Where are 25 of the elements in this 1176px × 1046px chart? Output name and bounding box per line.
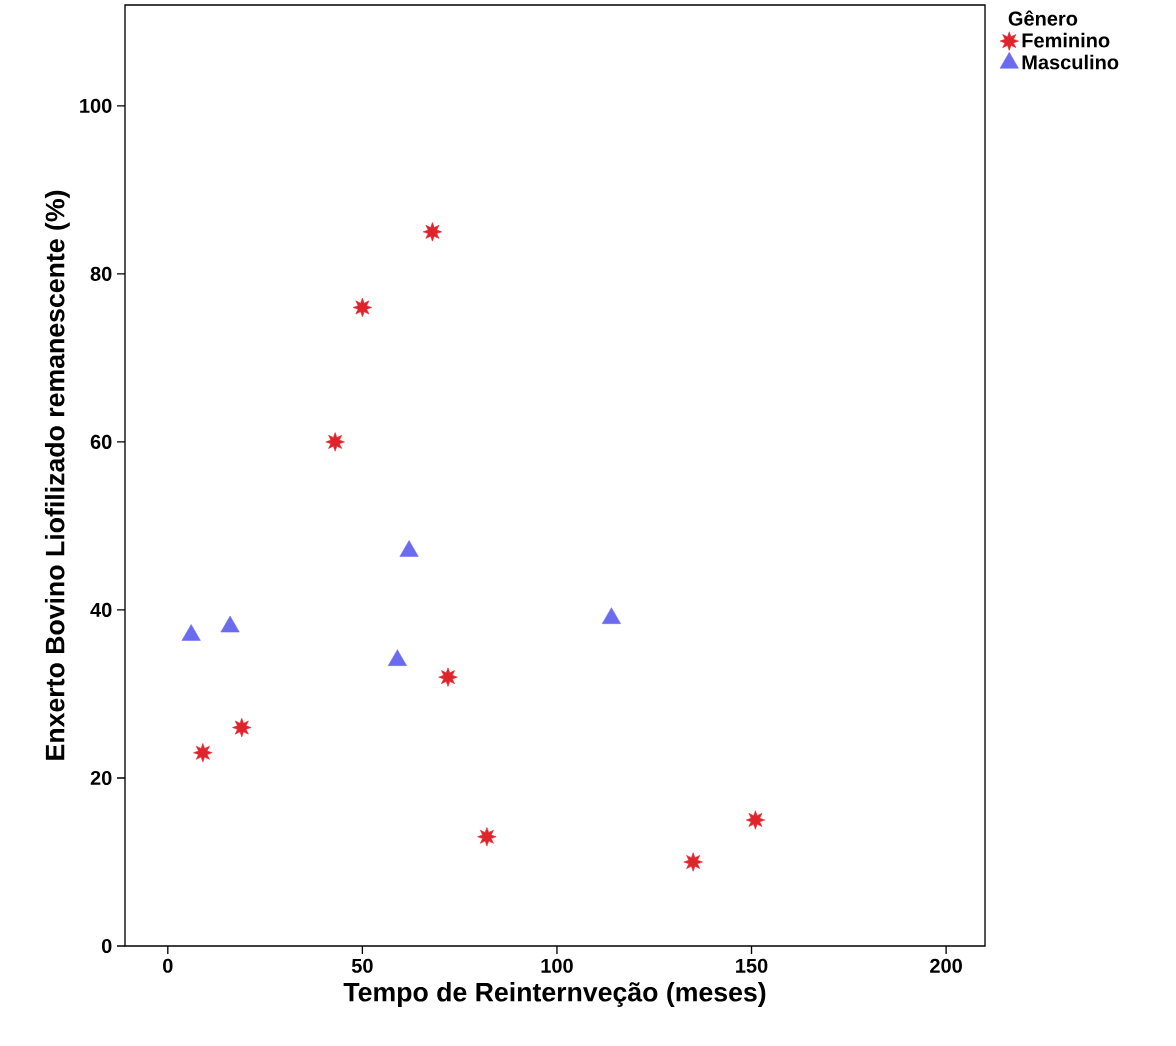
y-axis-title: Enxerto Bovino Liofilizado remanescente (%) [44, 190, 70, 760]
x-tick-label: 200 [930, 958, 962, 973]
y-tick-label: 40 [90, 602, 112, 617]
x-tick-label: 50 [351, 958, 373, 973]
x-axis-title: Tempo de Reinternveção (meses) [343, 982, 766, 1007]
y-tick-label: 100 [80, 98, 112, 113]
legend-label: Feminino [1022, 32, 1110, 48]
point [683, 852, 703, 872]
x-tick-label: 0 [163, 958, 173, 973]
point [232, 717, 252, 738]
point [325, 432, 345, 452]
point [745, 810, 766, 830]
x-tick-label: 100 [541, 958, 573, 973]
legend-label: Masculino [1022, 54, 1119, 70]
legend-title: Gênero [1008, 10, 1078, 26]
point [422, 222, 443, 242]
y-tick-label: 80 [90, 266, 112, 281]
point [438, 667, 458, 687]
y-tick-label: 0 [101, 938, 112, 954]
y-tick-label: 20 [90, 770, 112, 786]
point [352, 297, 372, 318]
point [193, 743, 213, 763]
point [477, 827, 497, 847]
y-tick-label: 60 [90, 434, 112, 449]
x-tick-label: 150 [736, 958, 768, 973]
